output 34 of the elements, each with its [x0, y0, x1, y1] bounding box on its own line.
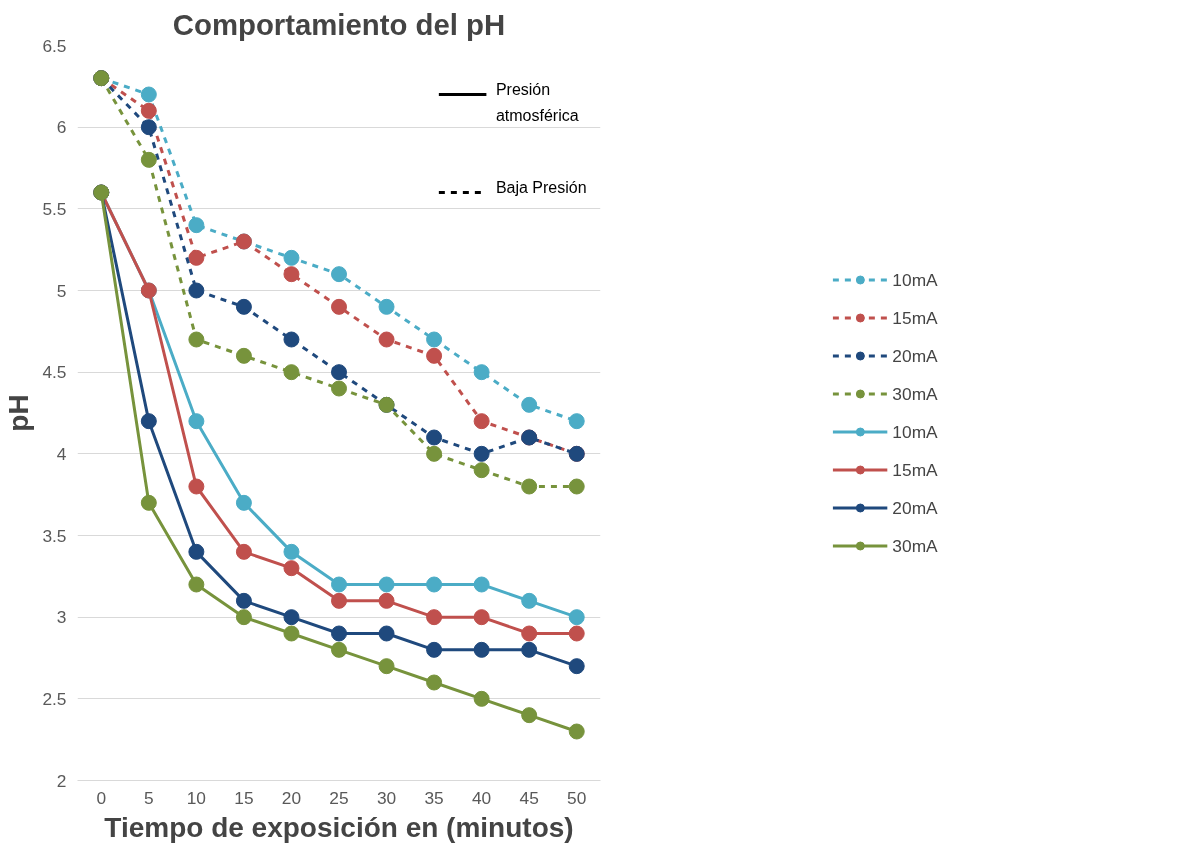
legend-label: 10mA [892, 421, 938, 442]
x-tick-label: 10 [186, 787, 207, 808]
legend-label: 20mA [892, 345, 938, 366]
x-tick-label: 40 [472, 787, 492, 808]
y-tick-label: 2 [56, 770, 67, 791]
x-tick-label: 15 [234, 787, 254, 808]
x-tick-label: 5 [144, 787, 154, 808]
y-tick-label: 3 [56, 607, 67, 628]
legend-label: 15mA [892, 459, 938, 480]
x-tick-label: 0 [96, 787, 107, 808]
x-tick-label: 50 [567, 787, 587, 808]
y-tick-label: 6 [56, 117, 67, 138]
legend-label: 10mA [892, 269, 938, 290]
legend-label: 30mA [892, 535, 938, 556]
annotation: Baja Presión [495, 179, 587, 197]
x-tick-label: 25 [329, 787, 349, 808]
chart-title: Comportamiento del pH [172, 7, 506, 41]
x-tick-label: 30 [376, 787, 397, 808]
y-axis-title: pH [3, 394, 35, 432]
y-tick-label: 2.5 [42, 688, 67, 709]
legend-label: 15mA [892, 307, 938, 328]
x-tick-label: 20 [281, 787, 302, 808]
y-tick-label: 3.5 [42, 525, 67, 546]
annotation: Presión atmosférica [495, 81, 579, 125]
x-tick-label: 45 [519, 787, 539, 808]
y-tick-label: 4 [56, 443, 67, 464]
y-tick-label: 5.5 [42, 198, 67, 219]
legend-label: 20mA [892, 497, 938, 518]
y-tick-label: 5 [56, 280, 67, 301]
y-tick-label: 4.5 [42, 362, 67, 383]
legend-label: 30mA [892, 383, 938, 404]
x-tick-label: 35 [424, 787, 444, 808]
x-axis-title: Tiempo de exposición en (minutos) [104, 811, 574, 843]
y-tick-label: 6.5 [42, 35, 67, 56]
